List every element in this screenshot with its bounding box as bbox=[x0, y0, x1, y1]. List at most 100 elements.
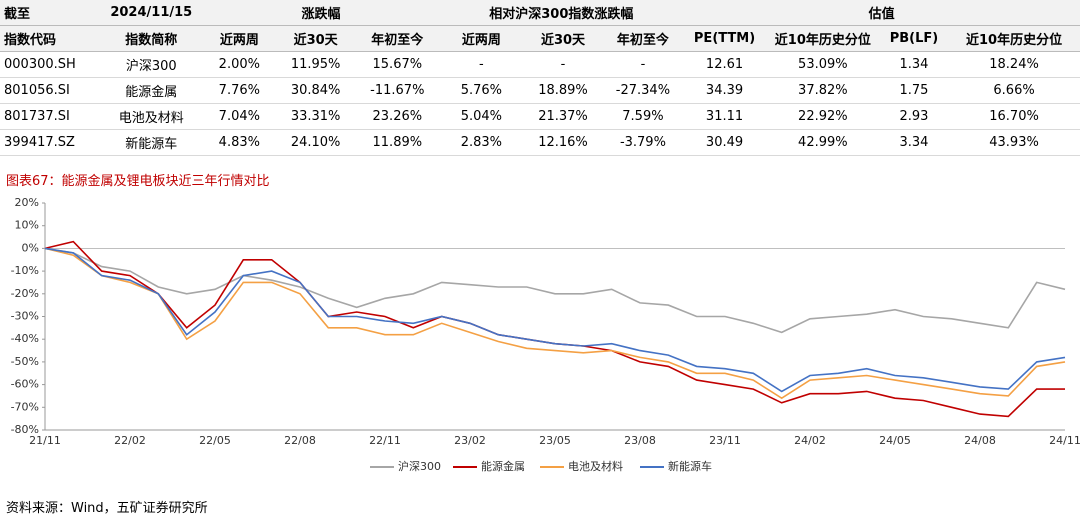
table-cell: 33.31% bbox=[275, 103, 356, 130]
table-cell: 801737.SI bbox=[0, 103, 100, 130]
x-tick-label: 24/08 bbox=[964, 434, 996, 447]
y-tick-label: -50% bbox=[11, 355, 39, 368]
table-cell: - bbox=[602, 51, 684, 78]
table-cell: 2.83% bbox=[439, 129, 524, 156]
y-tick-label: -20% bbox=[11, 287, 39, 300]
header-cell: 指数简称 bbox=[99, 25, 203, 52]
figure-caption: 图表67：能源金属及锂电板块近三年行情对比 bbox=[6, 174, 270, 189]
table-row: 000300.SH 沪深300 2.00% 11.95% 15.67% - - -12.61 5… bbox=[0, 51, 1080, 78]
table-cell: 22.92% bbox=[765, 103, 880, 130]
table-cell: 3.34 bbox=[879, 129, 949, 156]
x-tick-label: 24/02 bbox=[794, 434, 826, 447]
x-tick-label: 22/02 bbox=[114, 434, 146, 447]
legend-label: 电池及材料 bbox=[568, 459, 623, 473]
table-cell: 12.61 bbox=[683, 51, 766, 78]
table-cell: 801056.SI bbox=[0, 77, 100, 104]
table-cell: 11.95% bbox=[275, 51, 356, 78]
y-tick-label: -30% bbox=[11, 310, 39, 323]
table-cell: 5.76% bbox=[439, 77, 524, 104]
table-cell: 7.59% bbox=[602, 103, 684, 130]
table-row: 指数代码 指数简称 近两周 近30天 年初至今 近两周 近30天 年初至今 PE(TTM) 近10… bbox=[0, 25, 1080, 52]
series-line bbox=[44, 247, 1066, 393]
legend-label: 能源金属 bbox=[481, 459, 525, 473]
table-cell: 2.93 bbox=[879, 103, 949, 130]
table-cell: 1.34 bbox=[879, 51, 949, 78]
legend-label: 沪深300 bbox=[398, 459, 441, 473]
table-cell: 15.67% bbox=[355, 51, 440, 78]
table-cell: 11.89% bbox=[355, 129, 440, 156]
header-cell: 近30天 bbox=[523, 25, 603, 52]
header-cell: 近两周 bbox=[202, 25, 276, 52]
table-cell: - bbox=[439, 51, 524, 78]
table-cell: 16.70% bbox=[948, 103, 1080, 130]
table-cell: -27.34% bbox=[602, 77, 684, 104]
table-cell: 30.49 bbox=[683, 129, 766, 156]
table-row: 801056.SI 能源金属 7.76% 30.84% -11.67% 5.76% 18.8… bbox=[0, 77, 1080, 104]
x-tick-label: 23/05 bbox=[539, 434, 571, 447]
x-tick-label: 24/05 bbox=[879, 434, 911, 447]
table-cell: 电池及材料 bbox=[99, 103, 203, 130]
table-cell: - bbox=[523, 51, 603, 78]
table-cell: 12.16% bbox=[523, 129, 603, 156]
header-cell: PE(TTM) bbox=[683, 25, 766, 52]
header-cell: 2024/11/15 bbox=[99, 0, 203, 26]
x-tick-label: 22/08 bbox=[284, 434, 316, 447]
y-tick-label: -60% bbox=[11, 378, 39, 391]
y-tick-label: -70% bbox=[11, 400, 39, 413]
table-cell: 21.37% bbox=[523, 103, 603, 130]
series-line bbox=[44, 247, 1066, 334]
y-tick-label: 20% bbox=[15, 196, 39, 209]
header-cell: 年初至今 bbox=[602, 25, 684, 52]
y-tick-label: -10% bbox=[11, 264, 39, 277]
header-cell: 近两周 bbox=[439, 25, 524, 52]
y-tick-label: 10% bbox=[15, 219, 39, 232]
header-cell: 年初至今 bbox=[355, 25, 440, 52]
header-cell: 相对沪深300指数涨跌幅 bbox=[439, 0, 684, 26]
table-cell: 30.84% bbox=[275, 77, 356, 104]
table-cell: 18.24% bbox=[948, 51, 1080, 78]
series-line bbox=[44, 247, 1066, 400]
y-tick-label: -40% bbox=[11, 332, 39, 345]
header-cell: 估值 bbox=[683, 0, 1080, 26]
legend-label: 新能源车 bbox=[668, 459, 712, 473]
header-cell: PB(LF) bbox=[879, 25, 949, 52]
table-cell: 5.04% bbox=[439, 103, 524, 130]
x-tick-label: 23/02 bbox=[454, 434, 486, 447]
table-cell: 7.04% bbox=[202, 103, 276, 130]
table-cell: 31.11 bbox=[683, 103, 766, 130]
table-cell: 7.76% bbox=[202, 77, 276, 104]
table-cell: 沪深300 bbox=[99, 51, 203, 78]
table-cell: 53.09% bbox=[765, 51, 880, 78]
table-cell: 24.10% bbox=[275, 129, 356, 156]
table-cell: -3.79% bbox=[602, 129, 684, 156]
header-cell: 指数代码 bbox=[0, 25, 100, 52]
chart: -80% -70% -60% -50% -40% -30% -20% -10% 0% 10% 20%… bbox=[11, 196, 1080, 473]
table-cell: 42.99% bbox=[765, 129, 880, 156]
series-line bbox=[44, 240, 1065, 418]
table-row: 截至 2024/11/15 涨跌幅 相对沪深300指数涨跌幅 估值 bbox=[0, 0, 1080, 26]
x-tick-label: 23/08 bbox=[624, 434, 656, 447]
table-cell: 37.82% bbox=[765, 77, 880, 104]
table-cell: 000300.SH bbox=[0, 51, 100, 78]
y-tick-label: -80% bbox=[11, 423, 39, 436]
table-cell: 能源金属 bbox=[99, 77, 203, 104]
table-cell: 4.83% bbox=[202, 129, 276, 156]
x-tick-label: 23/11 bbox=[709, 434, 741, 447]
table-cell: 18.89% bbox=[523, 77, 603, 104]
x-tick-label: 21/11 bbox=[29, 434, 61, 447]
table-cell: 2.00% bbox=[202, 51, 276, 78]
table-cell: 新能源车 bbox=[99, 129, 203, 156]
header-cell: 近10年历史分位 bbox=[948, 25, 1080, 52]
table-cell: 6.66% bbox=[948, 77, 1080, 104]
x-tick-label: 22/11 bbox=[369, 434, 401, 447]
table-cell: 34.39 bbox=[683, 77, 766, 104]
header-cell: 近30天 bbox=[275, 25, 356, 52]
table-cell: 23.26% bbox=[355, 103, 440, 130]
y-tick-label: 0% bbox=[22, 241, 39, 254]
header-cell: 涨跌幅 bbox=[202, 0, 440, 26]
table-cell: 399417.SZ bbox=[0, 129, 100, 156]
table-cell: 1.75 bbox=[879, 77, 949, 104]
x-tick-label: 24/11 bbox=[1049, 434, 1080, 447]
source-note: 资料来源：Wind，五矿证券研究所 bbox=[6, 501, 208, 516]
table-cell: -11.67% bbox=[355, 77, 440, 104]
